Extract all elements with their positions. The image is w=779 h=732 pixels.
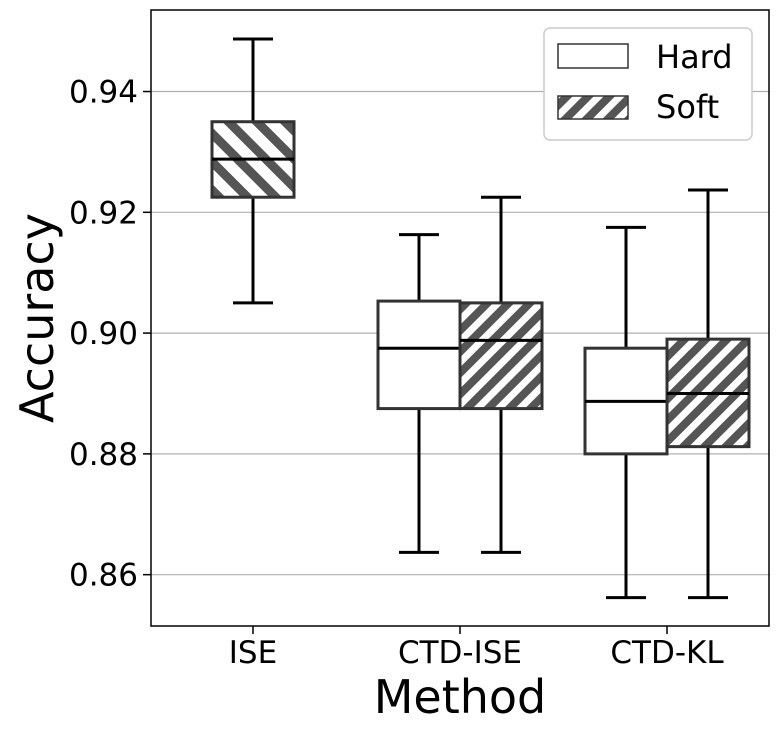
x-tick-label: ISE [229, 635, 277, 671]
x-tick-label: CTD-KL [610, 635, 724, 671]
legend-label-soft: Soft [656, 88, 719, 126]
legend-swatch-hard [557, 43, 629, 69]
box-iqr [376, 299, 462, 411]
box-layer [210, 37, 751, 600]
x-tick-label: CTD-ISE [398, 635, 522, 671]
y-tick-label: 0.88 [69, 437, 138, 473]
y-tick-label: 0.92 [69, 195, 138, 231]
x-axis-title: Method [374, 670, 547, 724]
box-ise-soft [210, 37, 296, 305]
y-axis-ticks: 0.86 0.88 0.90 0.92 0.94 [69, 75, 151, 594]
y-axis-title: Accuracy [10, 213, 64, 423]
legend: Hard Soft [543, 27, 753, 141]
legend-swatch-soft [557, 95, 629, 120]
box-iqr [458, 301, 544, 411]
legend-label-hard: Hard [656, 38, 733, 76]
box-ctd-ise-soft [458, 195, 544, 554]
box-ctd-ise-hard [376, 233, 462, 554]
box-ctd-kl-hard [583, 225, 669, 600]
box-ctd-kl-soft [665, 188, 751, 600]
y-tick-label: 0.86 [69, 558, 138, 594]
x-axis-ticks: ISE CTD-ISE CTD-KL [229, 626, 724, 671]
y-tick-label: 0.90 [69, 316, 138, 352]
y-tick-label: 0.94 [69, 75, 138, 111]
